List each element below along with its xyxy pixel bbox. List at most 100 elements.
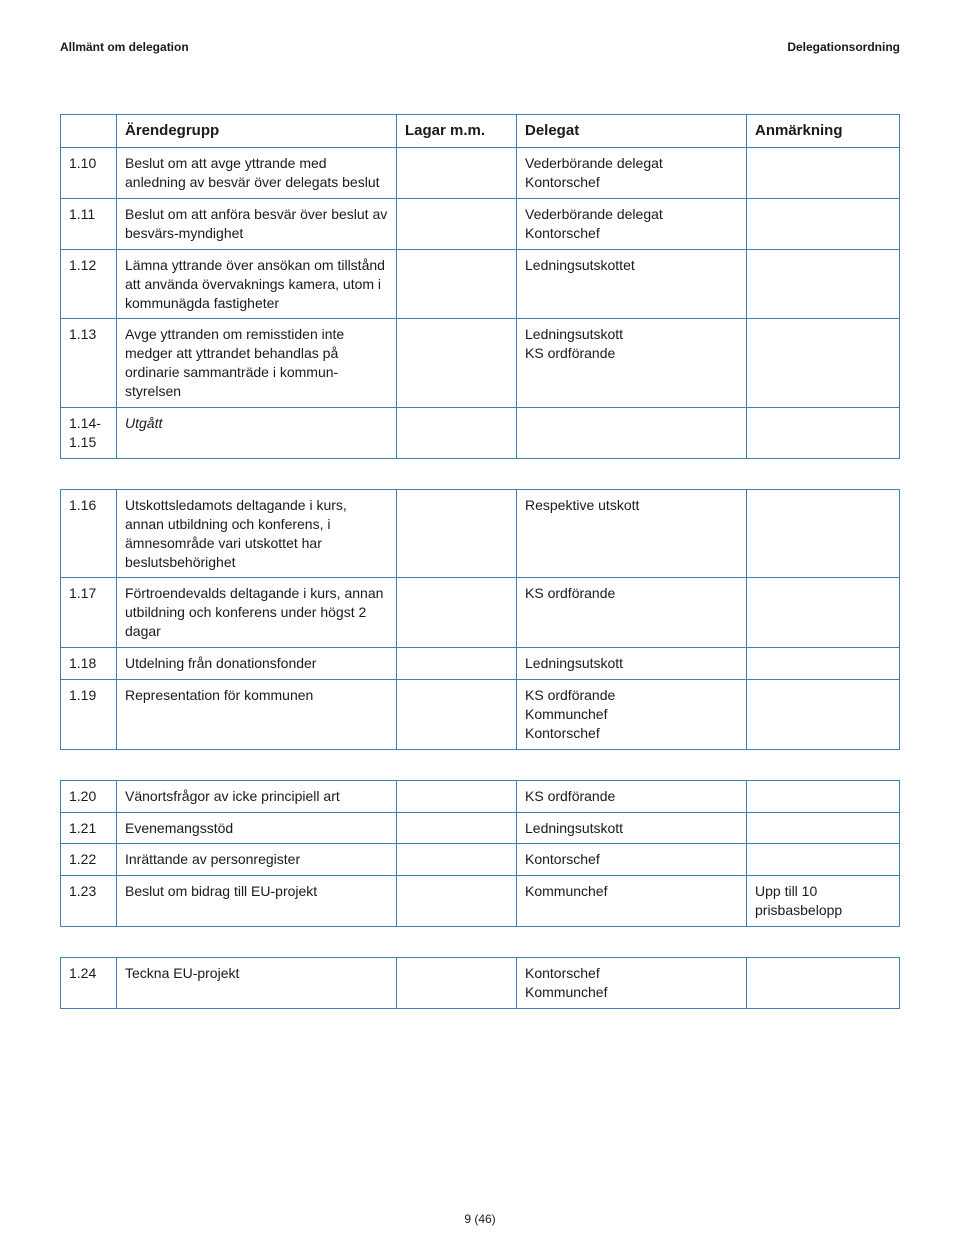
header-left: Allmänt om delegation [60,40,189,54]
row-anm [747,679,900,749]
table-row: 1.10Beslut om att avge yttrande med anle… [61,148,900,199]
row-id: 1.19 [61,679,117,749]
table-row: 1.24Teckna EU-projekt KontorschefKommunch… [61,958,900,1009]
row-delegat: KS ordförande [517,578,747,648]
row-arende: Förtroendevalds deltagande i kurs, annan… [117,578,397,648]
row-delegat: Ledningsutskott [517,812,747,844]
tbody-c: 1.20Vänortsfrågor av icke principiell ar… [61,780,900,926]
row-arende: Beslut om bidrag till EU-projekt [117,876,397,927]
col-delegat: Delegat [517,115,747,148]
col-lagar: Lagar m.m. [397,115,517,148]
row-lagar [397,199,517,250]
row-delegat: Respektive utskott [517,489,747,578]
row-anm [747,648,900,680]
row-lagar [397,812,517,844]
row-id: 1.10 [61,148,117,199]
row-arende: Beslut om att anföra besvär över beslut … [117,199,397,250]
row-arende: Beslut om att avge yttrande med anlednin… [117,148,397,199]
row-anm [747,408,900,459]
row-delegat: Kontorschef [517,844,747,876]
row-lagar [397,319,517,408]
row-id: 1.13 [61,319,117,408]
col-id [61,115,117,148]
row-arende: Representation för kommunen [117,679,397,749]
row-lagar [397,648,517,680]
table-row: 1.18Utdelning från donationsfonder Lednin… [61,648,900,680]
row-anm [747,812,900,844]
row-id: 1.18 [61,648,117,680]
table-header-row: Ärendegrupp Lagar m.m. Delegat Anmärknin… [61,115,900,148]
row-id: 1.16 [61,489,117,578]
row-anm [747,319,900,408]
row-lagar [397,578,517,648]
row-arende: Utdelning från donationsfonder [117,648,397,680]
row-anm [747,199,900,250]
row-id: 1.11 [61,199,117,250]
row-arende: Utskottsledamots deltagande i kurs, anna… [117,489,397,578]
row-delegat: Vederbörande delegatKontorschef [517,148,747,199]
row-anm: Upp till 10 prisbasbelopp [747,876,900,927]
table-b: 1.16Utskottsledamots deltagande i kurs, … [60,489,900,750]
table-row: 1.22Inrättande av personregister Kontorsc… [61,844,900,876]
row-id: 1.24 [61,958,117,1009]
page-header: Allmänt om delegation Delegationsordning [60,40,900,54]
row-arende: Avge yttranden om remisstiden inte medge… [117,319,397,408]
row-lagar [397,844,517,876]
row-delegat: LedningsutskottKS ordförande [517,319,747,408]
tbody-b: 1.16Utskottsledamots deltagande i kurs, … [61,489,900,749]
table-row: 1.21Evenemangsstöd Ledningsutskott [61,812,900,844]
row-id: 1.12 [61,249,117,319]
row-lagar [397,679,517,749]
table-row: 1.20Vänortsfrågor av icke principiell ar… [61,780,900,812]
page-number: 9 (46) [0,1212,960,1226]
row-arende: Inrättande av personregister [117,844,397,876]
page: Allmänt om delegation Delegationsordning… [0,0,960,1246]
row-lagar [397,249,517,319]
table-row: 1.23Beslut om bidrag till EU-projekt Komm… [61,876,900,927]
row-arende: Lämna yttrande över ansökan om tillstånd… [117,249,397,319]
row-arende: Evenemangsstöd [117,812,397,844]
table-row: 1.11Beslut om att anföra besvär över bes… [61,199,900,250]
row-anm [747,489,900,578]
table-row: 1.12Lämna yttrande över ansökan om tills… [61,249,900,319]
row-lagar [397,958,517,1009]
col-arende: Ärendegrupp [117,115,397,148]
col-anm: Anmärkning [747,115,900,148]
table-c: 1.20Vänortsfrågor av icke principiell ar… [60,780,900,927]
row-lagar [397,780,517,812]
header-right: Delegationsordning [787,40,900,54]
row-lagar [397,408,517,459]
row-id: 1.22 [61,844,117,876]
row-anm [747,578,900,648]
row-arende: Utgått [117,408,397,459]
row-lagar [397,148,517,199]
tbody-a: 1.10Beslut om att avge yttrande med anle… [61,148,900,459]
row-id: 1.17 [61,578,117,648]
row-delegat: KS ordförande [517,780,747,812]
row-anm [747,148,900,199]
row-lagar [397,489,517,578]
tbody-d: 1.24Teckna EU-projekt KontorschefKommunch… [61,958,900,1009]
row-delegat: Vederbörande delegatKontorschef [517,199,747,250]
row-anm [747,844,900,876]
row-delegat: Ledningsutskottet [517,249,747,319]
row-anm [747,958,900,1009]
row-anm [747,249,900,319]
table-row: 1.16Utskottsledamots deltagande i kurs, … [61,489,900,578]
row-id: 1.14-1.15 [61,408,117,459]
table-a: Ärendegrupp Lagar m.m. Delegat Anmärknin… [60,114,900,459]
row-id: 1.21 [61,812,117,844]
row-arende: Teckna EU-projekt [117,958,397,1009]
row-delegat: KontorschefKommunchef [517,958,747,1009]
table-row: 1.19Representation för kommunen KS ordför… [61,679,900,749]
row-delegat: Kommunchef [517,876,747,927]
row-delegat [517,408,747,459]
row-anm [747,780,900,812]
row-delegat: KS ordförandeKommunchefKontorschef [517,679,747,749]
row-id: 1.20 [61,780,117,812]
row-delegat: Ledningsutskott [517,648,747,680]
row-id: 1.23 [61,876,117,927]
table-d: 1.24Teckna EU-projekt KontorschefKommunch… [60,957,900,1009]
row-lagar [397,876,517,927]
table-row: 1.13Avge yttranden om remisstiden inte m… [61,319,900,408]
